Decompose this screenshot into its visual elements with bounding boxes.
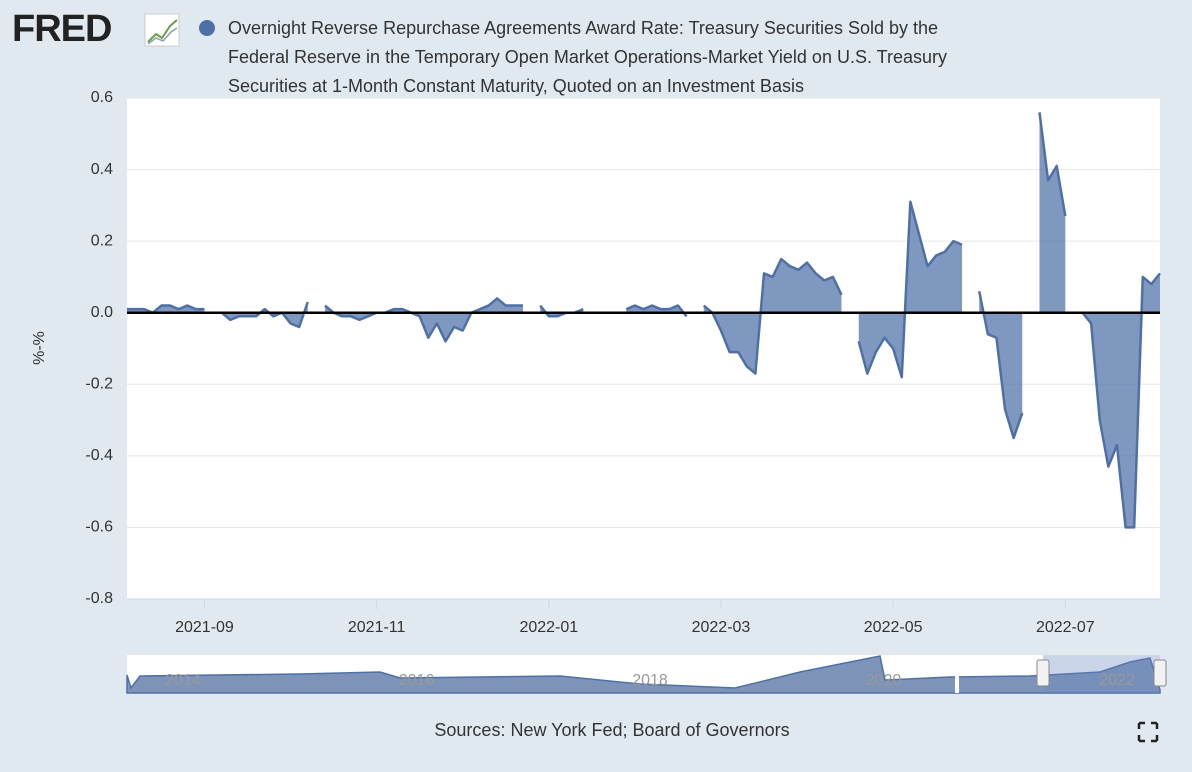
x-tick-label: 2022-05 [864,619,923,636]
area [626,305,687,317]
fullscreen-button[interactable] [1137,721,1159,743]
line [625,304,688,318]
area [858,201,963,378]
area [1039,112,1066,313]
navigator-handle[interactable] [1036,659,1050,687]
y-tick-label: 0.0 [91,304,113,321]
y-tick-label: 0.4 [91,161,113,178]
logo-icon [144,13,180,47]
line [702,257,843,375]
navigator-label: 2020 [866,672,902,689]
source: Sources: New York Fed; Board of Governor… [434,720,789,740]
legend-marker [199,20,215,36]
x-tick-label: 2022-07 [1036,619,1095,636]
area [324,298,523,342]
line [857,200,963,379]
line [324,297,523,343]
navigator-label: 2016 [399,672,435,689]
line [127,304,205,314]
navigator[interactable]: 2014 2016 2018 2020 2022 [126,655,1167,694]
plot-area [127,98,1160,599]
navigator-handle[interactable] [1153,659,1167,687]
logo[interactable]: FRED [12,8,112,50]
legend-title: Overnight Reverse Repurchase Agreements … [228,18,947,96]
y-tick-label: 0.6 [91,89,113,106]
x-tick-label: 2021-09 [175,619,234,636]
navigator-gap [955,655,959,693]
y-tick-label: 0.2 [91,232,113,249]
navigator-selection[interactable] [1043,655,1160,693]
y-tick-label: -0.4 [85,447,113,464]
line [977,290,1024,440]
y-tick-label: -0.6 [85,519,113,536]
y-tick-label: -0.2 [85,376,113,393]
navigator-label: 2014 [165,672,201,689]
line [220,301,309,329]
y-axis-label: %-% [31,331,48,365]
line [1081,272,1161,529]
x-tick-label: 2021-11 [348,619,406,636]
x-tick-label: 2022-01 [519,619,578,636]
area [703,259,842,374]
x-tick-label: 2022-03 [692,619,751,636]
navigator-label: 2018 [632,672,668,689]
y-tick-label: -0.8 [85,590,113,607]
line [1038,112,1067,217]
navigator-label: 2022 [1099,672,1135,689]
